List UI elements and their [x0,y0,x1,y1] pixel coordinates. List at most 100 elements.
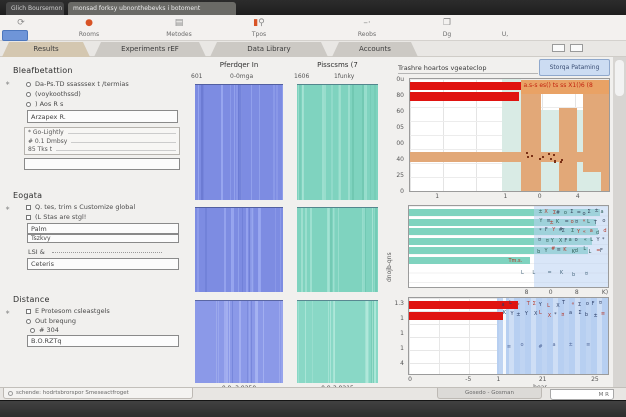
radio-option[interactable]: (voykoothssd) [26,90,81,98]
glyph-noise: * [602,236,605,243]
speckle [542,155,545,158]
heatmap-streak [364,85,366,200]
radio-option[interactable]: ) Aos R s [26,100,63,108]
console-tab[interactable]: schende: hodrtsbrorspor Smeseactfroget [3,388,193,399]
glyph-noise: K [555,219,560,226]
section-caret-icon[interactable]: ∗ [5,309,11,316]
heatmap-streak [279,301,280,383]
glyph-noise: o [574,237,578,244]
red-bar [410,92,520,102]
glyph-noise: L [538,310,542,316]
tab-results[interactable]: Results [2,42,90,57]
glyph-noise: o [520,341,524,348]
teal-bar [409,247,589,254]
glyph-noise: ¤ [537,236,542,243]
heatmap-streak [263,301,264,383]
glyph-noise: # [538,343,543,350]
heatmap-streak [338,208,339,292]
checkbox-option[interactable]: E Protesom csleastgels [26,307,110,315]
group-row-label: # 0.1 Dmbsy [28,137,68,145]
marker-text: Tm.s. [508,258,523,264]
scale-input-b[interactable] [27,234,179,243]
toolbar-window[interactable]: ❐ Dg [420,16,474,40]
x-tick-label: -5 [465,376,472,383]
x-axis-ticks: 0 -5 1 21 25 [408,376,609,384]
tab-data-library[interactable]: Data Library [210,42,328,57]
group-row[interactable]: # 0.1 Dmbsy [28,138,176,145]
heatmap-streak [275,208,276,292]
parameters-button[interactable]: Storqa Pataming [539,59,610,76]
save-icon: ▤ [174,18,184,28]
glyph-noise: L [587,219,590,226]
toolbar-dash[interactable]: –· Reobs [340,16,394,40]
heatmap-streak [239,301,241,383]
x-tick-label: 1 [435,193,440,200]
checkbox-icon [26,308,31,314]
tab-experiments[interactable]: Experiments rEF [94,42,206,57]
normalization-name-input[interactable] [27,110,178,123]
toolbar: ⟳ ● Rooms ▤ Metodes ▮⚲ Tpos –· Reobs ❐ D… [0,15,626,41]
section-caret-icon[interactable]: ∗ [5,80,11,87]
glyph-noise: Σ [578,310,582,317]
minimize-button[interactable] [552,44,565,52]
section-caret-icon[interactable]: ∗ [5,205,11,212]
glyph-noise: * [554,311,557,318]
scale-input-a[interactable] [27,223,179,234]
taskbar[interactable] [0,400,626,417]
checkbox-option[interactable]: (L Stas are stgl! [26,213,86,221]
speckle [561,158,564,161]
glyph-noise: F [591,301,595,308]
tab-accounts[interactable]: Accounts [332,42,418,57]
glyph-noise: o [582,210,586,217]
distance-input[interactable] [27,335,179,347]
x-tick-label: 8 [524,289,529,296]
glyph-noise: « [582,228,586,235]
radio-option[interactable]: Out brequng [26,317,76,325]
heatmap-count: 601 [191,73,203,80]
heatmap-tag: 0-0mga [230,73,254,80]
scrollbar-thumb[interactable] [615,60,624,96]
glyph-noise: Σ [552,209,557,216]
status-message: Gosedo - Gosman [437,388,542,399]
heatmap-streak [330,301,331,383]
glyph-noise: a [589,228,593,235]
group-row[interactable]: 85 Tks t [28,146,176,153]
speckle [554,160,557,163]
heatmap-streak [226,301,228,383]
group-row[interactable]: * Go-Lightly [28,129,176,136]
glyph-noise: b [584,312,589,318]
scale-input-c[interactable] [27,258,179,270]
y-axis-ticks: 1.3 1 1 1 4 [390,300,406,378]
radio-option[interactable]: Da-Ps.TD ssasssex t /termias [26,80,129,88]
heatmap-streak [366,301,367,383]
teal-bar [409,218,597,226]
normalization-extra-input[interactable] [24,158,180,170]
heatmap-streak [247,301,248,383]
maximize-button[interactable] [570,44,583,52]
toolbar-record[interactable]: ● Rooms [62,16,116,40]
y-tick-label: 1 [400,330,404,337]
divider [67,130,176,134]
browser-tab-inactive[interactable]: Glich Boursemon [6,2,64,15]
browser-tab-active[interactable]: monsad forksy ubnonthebevks i botoment [68,2,236,15]
toolbar-search[interactable]: ▮⚲ Tpos [232,16,286,40]
app-icon[interactable] [2,30,28,41]
radio-icon [26,101,31,107]
radio-icon [30,327,35,333]
y-tick-label: 4 [400,360,404,367]
glyph-noise: L [532,270,536,277]
toolbar-save[interactable]: ▤ Metodes [152,16,206,40]
heatmap-streak [330,208,332,292]
checkbox-option[interactable]: Q. tes, trim s Customize global [26,203,135,211]
radio-option[interactable]: # 304 [30,326,59,334]
checkbox-label: (L Stas are stgl! [35,213,87,221]
heatmap-streak [280,208,281,292]
glyph-noise: ± [593,312,598,319]
glyph-noise: K [571,248,576,255]
glyph-noise: X [533,311,538,318]
section-title-distance: Distance [13,295,50,304]
heatmap-streak [375,208,377,292]
heatmap-streak [229,301,230,383]
toolbar-refresh[interactable]: ⟳ [0,16,48,40]
toolbar-extra[interactable]: U, [478,16,532,40]
